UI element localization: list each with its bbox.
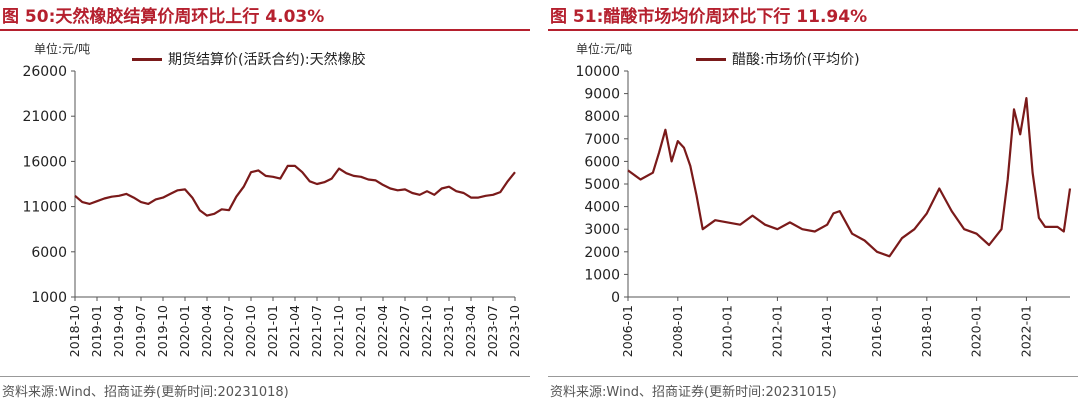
- x-tick-label: 2012-01: [769, 305, 784, 357]
- x-tick-label: 2023-04: [463, 305, 478, 357]
- x-tick-label: 2022-01: [1018, 305, 1033, 357]
- x-tick-label: 2020-01: [177, 305, 192, 357]
- x-tick-label: 2014-01: [819, 305, 834, 357]
- chart-panel-rubber: 图 50:天然橡胶结算价周环比上行 4.03% 单位:元/吨 期货结算价(活跃合…: [0, 0, 530, 404]
- y-tick-label: 9000: [584, 87, 620, 103]
- unit-label: 单位:元/吨: [34, 42, 91, 56]
- source-divider: [0, 376, 530, 377]
- x-tick-label: 2023-01: [441, 305, 456, 357]
- x-tick-label: 2021-04: [287, 305, 302, 357]
- y-tick-label: 5000: [584, 177, 620, 193]
- y-tick-label: 11000: [22, 200, 67, 216]
- x-tick-label: 2019-04: [111, 305, 126, 357]
- x-tick-label: 2023-10: [507, 305, 522, 357]
- x-tick-label: 2010-01: [720, 305, 735, 357]
- y-tick-label: 3000: [584, 222, 620, 238]
- source-note: 资料来源:Wind、招商证券(更新时间:20231015): [550, 385, 837, 400]
- x-tick-label: 2021-10: [331, 305, 346, 357]
- x-tick-label: 2021-01: [265, 305, 280, 357]
- legend-swatch: [132, 57, 162, 61]
- y-tick-label: 0: [611, 290, 620, 306]
- x-tick-label: 2020-10: [243, 305, 258, 357]
- legend-swatch: [696, 57, 726, 61]
- x-tick-label: 2018-10: [67, 305, 82, 357]
- y-tick-label: 4000: [584, 200, 620, 216]
- x-tick-label: 2019-07: [133, 305, 148, 357]
- x-tick-label: 2016-01: [869, 305, 884, 357]
- legend-label: 醋酸:市场价(平均价): [732, 52, 860, 68]
- x-tick-label: 2022-10: [419, 305, 434, 357]
- chart-title: 图 50:天然橡胶结算价周环比上行 4.03%: [2, 7, 325, 27]
- source-note: 资料来源:Wind、招商证券(更新时间:20231018): [2, 385, 289, 400]
- y-tick-label: 16000: [22, 154, 67, 170]
- x-tick-label: 2022-07: [397, 305, 412, 357]
- y-tick-label: 26000: [22, 64, 67, 80]
- y-tick-label: 2000: [584, 245, 620, 261]
- series-line: [74, 164, 516, 217]
- title-divider: [0, 29, 530, 31]
- legend: 期货结算价(活跃合约):天然橡胶: [132, 49, 366, 69]
- series-line: [627, 97, 1072, 258]
- chart-panel-acetic-acid: 图 51:醋酸市场均价周环比下行 11.94% 单位:元/吨 醋酸:市场价(平均…: [548, 0, 1078, 404]
- title-divider: [548, 29, 1078, 31]
- x-tick-label: 2020-04: [199, 305, 214, 357]
- x-tick-label: 2021-07: [309, 305, 324, 357]
- line-chart: 0 1000 2000 3000 4000 5000 6000 7000 8000 9000 100…: [575, 64, 1072, 357]
- y-tick-label: 1000: [584, 267, 620, 283]
- x-tick-label: 2019-01: [89, 305, 104, 357]
- x-tick-label: 2006-01: [620, 305, 635, 357]
- legend: 醋酸:市场价(平均价): [696, 49, 860, 69]
- y-tick-label: 6000: [584, 154, 620, 170]
- x-tick-label: 2020-01: [969, 305, 984, 357]
- y-tick-label: 21000: [22, 109, 67, 125]
- legend-label: 期货结算价(活跃合约):天然橡胶: [168, 52, 366, 68]
- line-chart: 1000 6000 11000 16000 21000 26000 2018-10 2019-…: [22, 64, 522, 357]
- y-tick-label: 6000: [31, 245, 67, 261]
- chart-title: 图 51:醋酸市场均价周环比下行 11.94%: [550, 7, 868, 27]
- y-tick-label: 1000: [31, 290, 67, 306]
- x-tick-label: 2020-07: [221, 305, 236, 357]
- y-tick-label: 8000: [584, 109, 620, 125]
- x-tick-label: 2023-07: [485, 305, 500, 357]
- x-tick-label: 2018-01: [919, 305, 934, 357]
- source-divider: [548, 376, 1078, 377]
- x-tick-label: 2008-01: [670, 305, 685, 357]
- x-tick-label: 2019-10: [155, 305, 170, 357]
- y-tick-label: 10000: [575, 64, 620, 80]
- unit-label: 单位:元/吨: [576, 42, 633, 56]
- y-tick-label: 7000: [584, 132, 620, 148]
- x-tick-label: 2022-04: [375, 305, 390, 357]
- x-tick-label: 2022-01: [353, 305, 368, 357]
